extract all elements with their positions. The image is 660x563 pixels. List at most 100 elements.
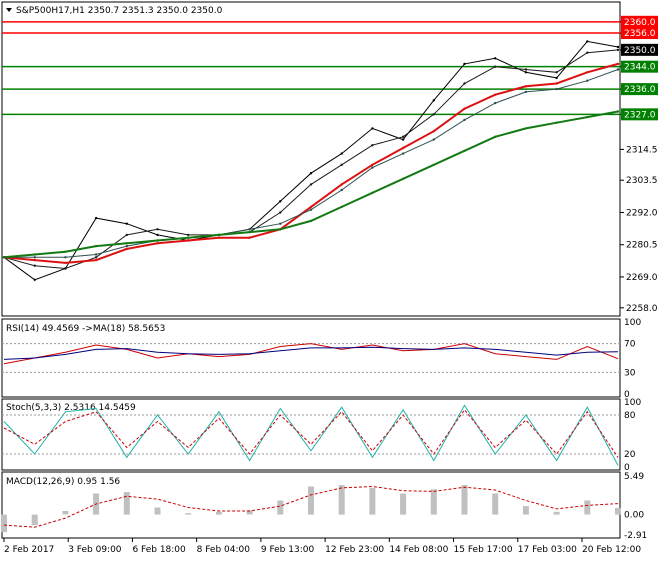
price-series-line bbox=[3, 40, 619, 281]
price-point bbox=[432, 138, 435, 141]
macd-title: MACD(12,26,9) 0.95 1.56 bbox=[6, 477, 120, 487]
macd-histogram-bar bbox=[62, 511, 69, 515]
rsi-title: RSI(14) 49.4569 ->MA(18) 58.5653 bbox=[6, 324, 165, 334]
price-point bbox=[494, 65, 497, 68]
price-point bbox=[94, 258, 98, 262]
macd-histogram-bar bbox=[246, 510, 253, 515]
price-point bbox=[616, 48, 620, 52]
macd-histogram-bar bbox=[31, 514, 38, 526]
price-point bbox=[463, 107, 466, 110]
stoch-tick-label: 0 bbox=[624, 463, 630, 473]
macd-tick-label: 5.49 bbox=[624, 472, 644, 482]
price-point bbox=[371, 163, 374, 166]
price-point bbox=[2, 256, 6, 259]
time-tick-label: 9 Feb 13:00 bbox=[261, 545, 315, 555]
price-point bbox=[64, 250, 67, 253]
price-point bbox=[524, 71, 528, 74]
price-point bbox=[524, 90, 528, 94]
price-point bbox=[64, 267, 67, 270]
price-tick-label: 2258.0 bbox=[626, 304, 658, 314]
price-point bbox=[309, 219, 313, 223]
price-point bbox=[340, 188, 343, 192]
price-point bbox=[401, 146, 405, 150]
macd-histogram-bar bbox=[1, 514, 7, 533]
price-point bbox=[94, 256, 98, 259]
price-point bbox=[340, 205, 343, 209]
rsi-tick-label: 70 bbox=[624, 340, 636, 350]
macd-histogram-bar bbox=[123, 492, 130, 515]
price-point bbox=[555, 121, 558, 124]
time-tick-label: 8 Feb 04:00 bbox=[197, 545, 251, 555]
price-series-line bbox=[3, 62, 619, 264]
price-point bbox=[187, 239, 190, 242]
price-point bbox=[33, 256, 36, 259]
price-point bbox=[586, 40, 589, 43]
time-axis: 2 Feb 2017 3 Feb 09:00 6 Feb 18:00 8 Feb 04… bbox=[3, 538, 641, 555]
price-point bbox=[125, 244, 128, 248]
price-point bbox=[616, 68, 620, 71]
price-point bbox=[463, 149, 466, 152]
price-tick-label: 2269.0 bbox=[626, 273, 658, 283]
macd-histogram-bar bbox=[154, 507, 161, 515]
price-point bbox=[616, 62, 620, 66]
price-pane bbox=[1, 1, 621, 317]
rsi-plot: 100 70 30 0 bbox=[2, 318, 641, 400]
time-tick-label: 14 Feb 08:00 bbox=[389, 545, 448, 555]
macd-histogram-bar bbox=[492, 493, 499, 515]
rsi-tick-label: 0 bbox=[624, 390, 630, 400]
price-point bbox=[524, 68, 528, 71]
price-point bbox=[401, 152, 405, 155]
time-tick-label: 20 Feb 12:00 bbox=[582, 545, 641, 555]
price-point bbox=[555, 76, 558, 80]
price-point bbox=[371, 144, 374, 147]
price-point bbox=[64, 261, 67, 265]
price-point bbox=[125, 233, 128, 237]
macd-histogram-bar bbox=[185, 513, 192, 515]
level-label-bg bbox=[621, 108, 658, 121]
level-label-bg bbox=[621, 15, 658, 28]
price-point bbox=[125, 222, 128, 225]
price-point bbox=[371, 127, 374, 130]
time-tick-label: 3 Feb 09:00 bbox=[68, 545, 122, 555]
triangle-down-icon[interactable] bbox=[6, 8, 12, 12]
price-point bbox=[94, 216, 98, 220]
price-tick-label: 2292.0 bbox=[626, 208, 658, 218]
stoch-tick-label: 100 bbox=[624, 398, 641, 408]
price-tick-label: 2303.5 bbox=[626, 176, 658, 186]
level-label: 2356.0 bbox=[624, 29, 656, 39]
price-title: S&P500H17,H1 2350.7 2351.3 2350.0 2350.0 bbox=[16, 6, 223, 16]
price-point bbox=[432, 99, 435, 102]
stoch-series-line bbox=[3, 404, 619, 466]
price-point bbox=[340, 163, 343, 166]
macd-histogram-bar bbox=[584, 500, 591, 515]
stoch-plot: 100 80 20 0 bbox=[2, 398, 641, 473]
price-point bbox=[33, 278, 36, 281]
price-point bbox=[586, 79, 589, 82]
price-point bbox=[309, 205, 313, 209]
level-label-bg bbox=[621, 60, 658, 73]
price-point bbox=[309, 208, 313, 211]
price-point bbox=[586, 51, 589, 54]
current-price-bg bbox=[621, 43, 658, 56]
price-point bbox=[494, 57, 497, 60]
price-point bbox=[524, 127, 528, 130]
level-label: 2336.0 bbox=[624, 85, 656, 95]
price-point bbox=[401, 135, 405, 138]
price-point bbox=[248, 230, 251, 234]
macd-histogram-bar bbox=[400, 493, 407, 515]
price-point bbox=[463, 62, 466, 66]
price-point bbox=[187, 236, 190, 239]
price-tick-label: 2314.5 bbox=[626, 145, 658, 155]
macd-signal-line bbox=[3, 485, 619, 528]
price-point bbox=[340, 183, 343, 186]
price-point bbox=[156, 239, 159, 242]
price-point bbox=[279, 222, 282, 225]
price-point bbox=[33, 253, 36, 256]
macd-histogram-bar bbox=[277, 500, 284, 515]
price-point bbox=[156, 228, 159, 231]
price-point bbox=[156, 233, 159, 237]
price-point bbox=[279, 228, 282, 231]
level-label-bg bbox=[621, 83, 658, 96]
